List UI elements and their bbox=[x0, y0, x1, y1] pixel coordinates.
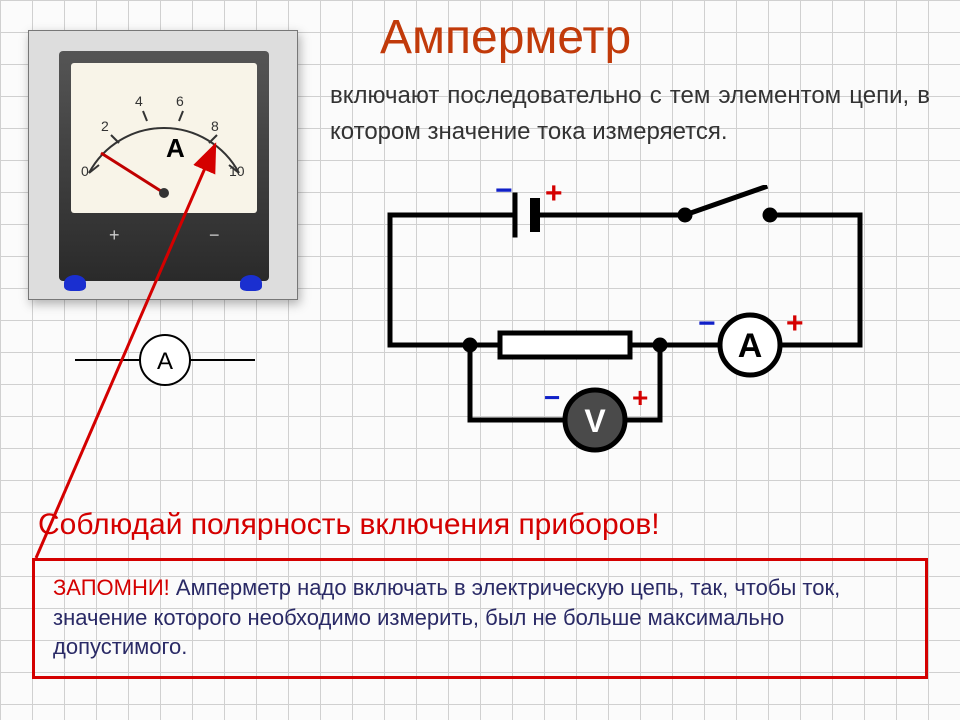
note-rest: Амперметр надо включать в электрическую … bbox=[53, 575, 840, 659]
battery-plus: + bbox=[545, 185, 563, 210]
pointer-arrow bbox=[0, 0, 350, 580]
voltmeter-minus: − bbox=[544, 382, 560, 413]
intro-text: включают последовательно с тем элементом… bbox=[330, 78, 930, 150]
ammeter-node-label: A bbox=[738, 327, 763, 365]
circuit-diagram: A V − + − + − + bbox=[350, 185, 905, 465]
voltmeter-node-label: V bbox=[584, 403, 606, 439]
ammeter-plus: + bbox=[786, 307, 804, 340]
page-title: Амперметр bbox=[380, 10, 631, 65]
voltmeter-plus: + bbox=[632, 382, 648, 413]
battery-minus: − bbox=[495, 185, 513, 207]
slide-content: Амперметр 0 2 4 6 8 10 A bbox=[0, 0, 960, 720]
ammeter-minus: − bbox=[698, 307, 716, 340]
